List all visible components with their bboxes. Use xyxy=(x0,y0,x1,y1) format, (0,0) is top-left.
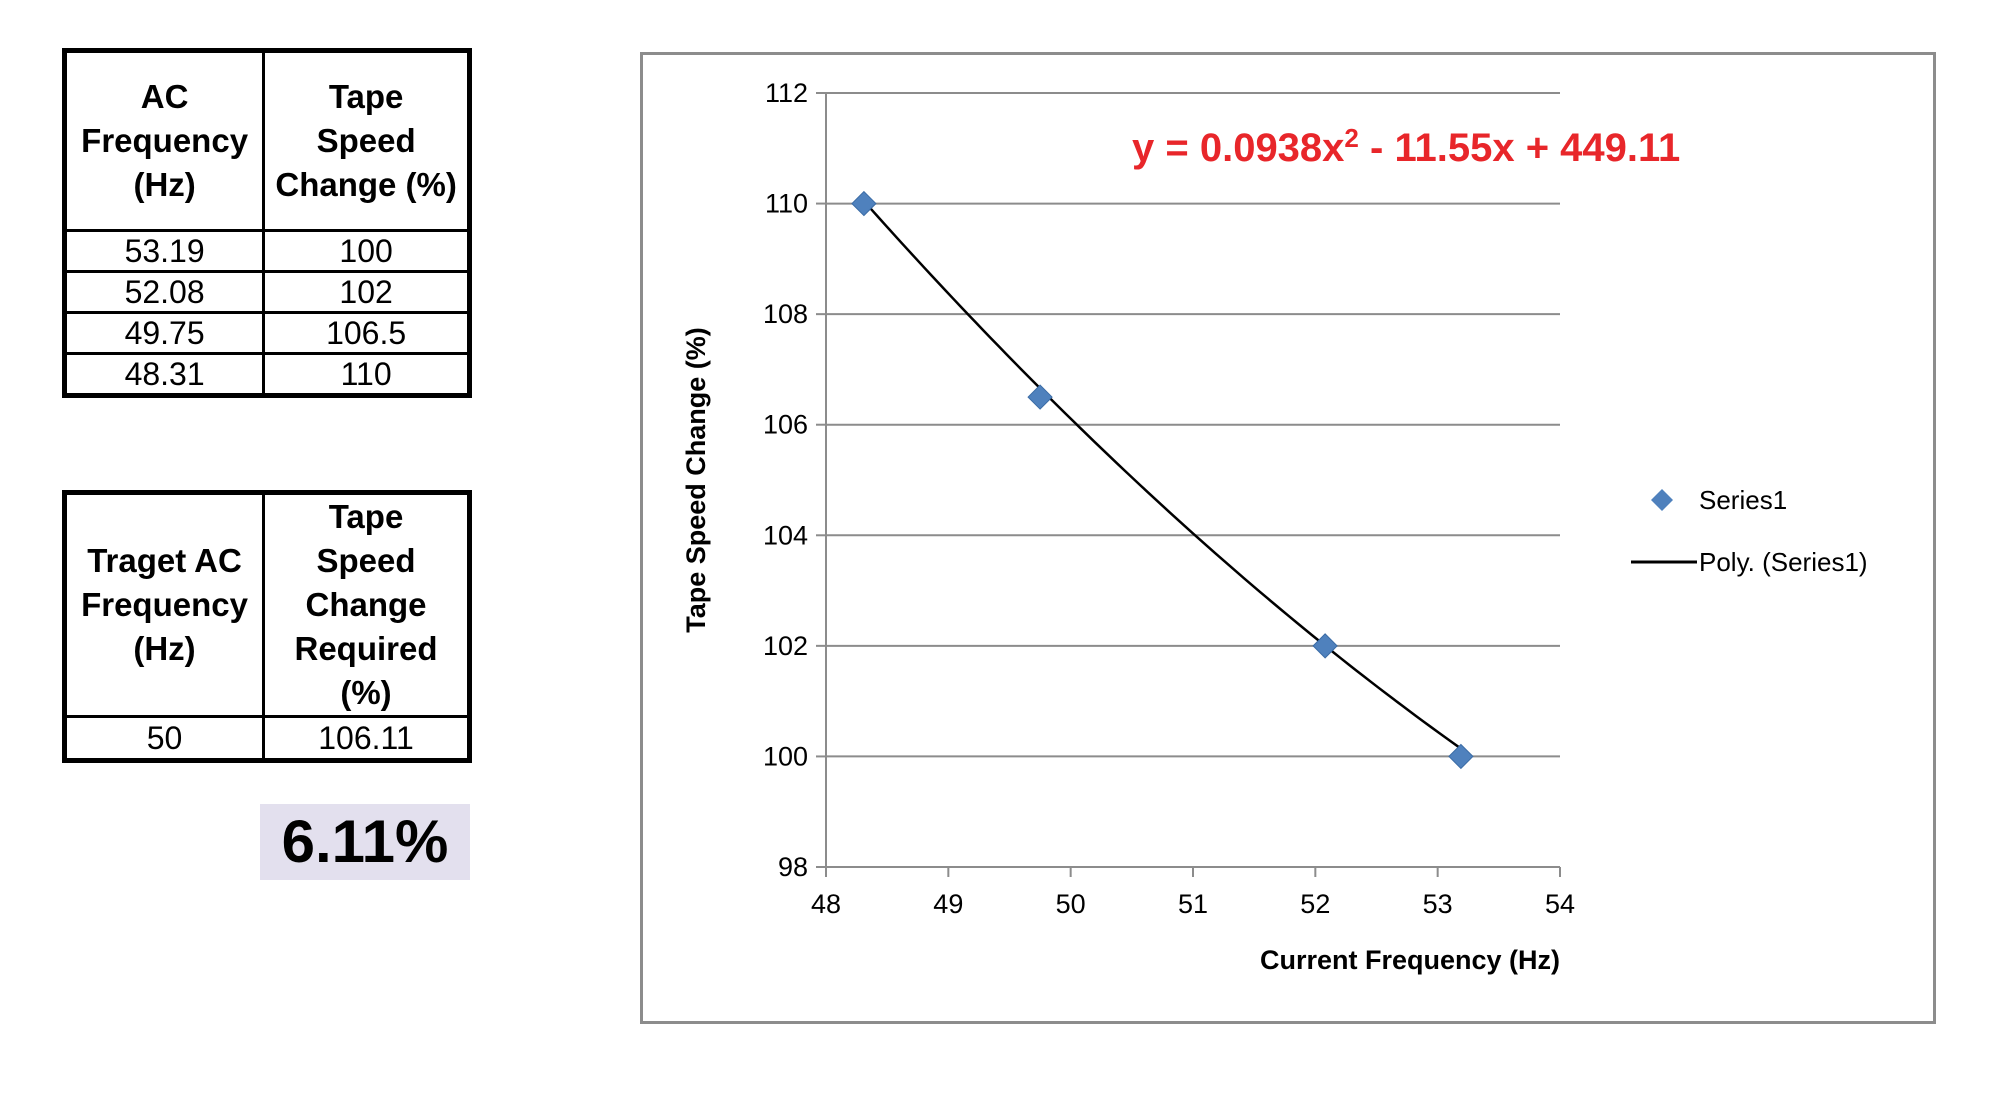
header-line: Change (%) xyxy=(275,166,457,203)
axes xyxy=(816,92,1561,877)
header-line: Tape xyxy=(328,78,404,115)
x-axis-label: Current Frequency (Hz) xyxy=(1260,945,1560,975)
legend-label-poly: Poly. (Series1) xyxy=(1699,547,1868,577)
table-header-row: Traget AC Frequency (Hz) Tape Speed Chan… xyxy=(62,491,471,718)
trendline-equation: y = 0.0938x2 - 11.55x + 449.11 xyxy=(1132,123,1680,170)
x-tick-label: 51 xyxy=(1178,889,1208,919)
x-tick-labels: 48 49 50 51 52 53 54 xyxy=(811,889,1575,919)
header-line: Change xyxy=(305,586,427,623)
header-line: (Hz) xyxy=(133,166,196,203)
equation-part-1: y = 0.0938x xyxy=(1132,126,1344,170)
header-tape-speed-change: Tape Speed Change (%) xyxy=(262,49,471,232)
y-tick-label: 102 xyxy=(763,631,808,661)
legend-marker-series1 xyxy=(1651,489,1673,511)
header-line: Frequency xyxy=(81,586,248,623)
y-tick-label: 108 xyxy=(763,299,808,329)
data-point-marker xyxy=(1448,743,1474,770)
x-tick-label: 54 xyxy=(1545,889,1575,919)
legend-label-series1: Series1 xyxy=(1699,485,1787,515)
y-tick-label: 100 xyxy=(763,741,808,771)
y-tick-label: 112 xyxy=(765,78,808,108)
source-data-table: AC Frequency (Hz) Tape Speed Change (%) … xyxy=(62,48,472,398)
equation-exponent: 2 xyxy=(1344,123,1358,153)
header-line: Required xyxy=(294,630,438,667)
chart-frame: 98 100 102 104 106 108 110 112 48 49 50 51 52 53 54 T… xyxy=(640,52,1936,1024)
y-tick-label: 110 xyxy=(765,189,808,219)
speed-change-cell: 106.5 xyxy=(262,311,471,355)
x-tick-label: 52 xyxy=(1300,889,1330,919)
trendline-curve xyxy=(862,200,1462,750)
header-speed-change-required: Tape Speed Change Required (%) xyxy=(262,491,471,718)
table-row: 50 106.11 xyxy=(62,715,471,762)
legend: Series1 Poly. (Series1) xyxy=(1631,485,1868,577)
data-points xyxy=(851,190,1474,770)
header-line: AC xyxy=(140,78,189,115)
table-row: 53.19 100 xyxy=(62,229,471,273)
table-row: 49.75 106.5 xyxy=(62,311,471,355)
y-tick-label: 106 xyxy=(763,410,808,440)
header-line: (%) xyxy=(340,674,392,711)
target-table: Traget AC Frequency (Hz) Tape Speed Chan… xyxy=(62,490,472,763)
header-line: Speed xyxy=(316,542,416,579)
x-tick-label: 48 xyxy=(811,889,841,919)
table-header-row: AC Frequency (Hz) Tape Speed Change (%) xyxy=(62,49,471,232)
table-row: 52.08 102 xyxy=(62,270,471,314)
y-axis-label: Tape Speed Change (%) xyxy=(681,327,711,633)
table-row: 48.31 110 xyxy=(62,352,471,397)
trendline-group xyxy=(862,200,1462,750)
result-percentage: 6.11% xyxy=(260,804,470,880)
speed-change-cell: 110 xyxy=(262,352,471,397)
gridlines xyxy=(826,92,1560,758)
frequency-cell: 53.19 xyxy=(62,229,266,273)
data-point-marker xyxy=(851,190,877,217)
equation-part-2: - 11.55x + 449.11 xyxy=(1359,126,1680,170)
y-tick-label: 98 xyxy=(778,852,808,882)
frequency-cell: 48.31 xyxy=(62,352,266,397)
y-tick-label: 104 xyxy=(763,520,808,550)
data-point-marker xyxy=(1027,384,1053,410)
speed-change-cell: 102 xyxy=(262,270,471,314)
target-frequency-cell: 50 xyxy=(62,715,266,762)
x-tick-label: 49 xyxy=(933,889,963,919)
header-target-frequency: Traget AC Frequency (Hz) xyxy=(62,491,266,718)
frequency-cell: 52.08 xyxy=(62,270,266,314)
scatter-chart: 98 100 102 104 106 108 110 112 48 49 50 51 52 53 54 T… xyxy=(681,78,1868,975)
y-tick-labels: 98 100 102 104 106 108 110 112 xyxy=(763,78,808,882)
data-point-marker xyxy=(1312,633,1338,659)
header-line: Traget AC xyxy=(87,542,242,579)
x-tick-label: 53 xyxy=(1423,889,1453,919)
header-ac-frequency: AC Frequency (Hz) xyxy=(62,49,266,232)
header-line: Speed xyxy=(316,122,416,159)
header-line: Frequency xyxy=(81,122,249,159)
frequency-cell: 49.75 xyxy=(62,311,266,355)
required-change-cell: 106.11 xyxy=(262,715,471,762)
header-line: Tape xyxy=(328,498,404,535)
speed-change-cell: 100 xyxy=(262,229,471,273)
x-tick-label: 50 xyxy=(1056,889,1086,919)
header-line: (Hz) xyxy=(133,630,196,667)
